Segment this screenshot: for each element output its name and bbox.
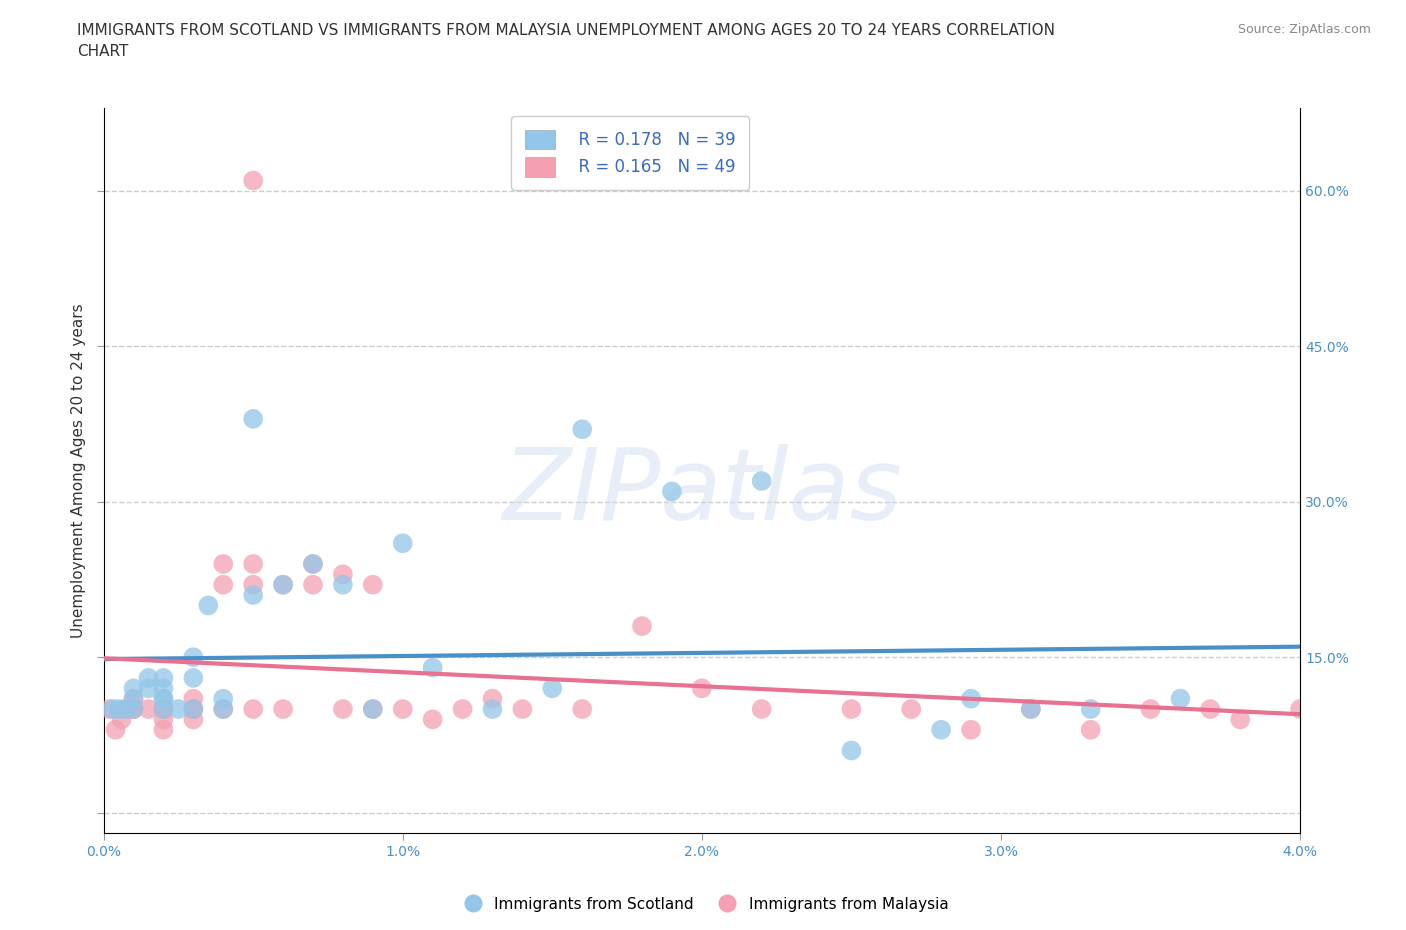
Point <box>900 701 922 716</box>
Text: Source: ZipAtlas.com: Source: ZipAtlas.com <box>1237 23 1371 36</box>
Point <box>167 701 190 716</box>
Point <box>122 701 145 716</box>
Point <box>117 701 139 716</box>
Point <box>101 701 124 716</box>
Point <box>1019 701 1042 716</box>
Point <box>242 588 264 603</box>
Point <box>332 578 354 592</box>
Point <box>571 422 593 437</box>
Point <box>1139 701 1161 716</box>
Point <box>122 701 145 716</box>
Point <box>152 723 174 737</box>
Point <box>302 556 325 571</box>
Point <box>183 671 205 685</box>
Y-axis label: Unemployment Among Ages 20 to 24 years: Unemployment Among Ages 20 to 24 years <box>72 303 86 638</box>
Point <box>152 691 174 706</box>
Point <box>481 701 503 716</box>
Point <box>138 681 160 696</box>
Point <box>242 411 264 426</box>
Point <box>242 578 264 592</box>
Point <box>183 712 205 727</box>
Point <box>661 484 683 498</box>
Point <box>422 660 444 675</box>
Point <box>1229 712 1251 727</box>
Point <box>122 681 145 696</box>
Point <box>302 578 325 592</box>
Point <box>110 712 132 727</box>
Text: IMMIGRANTS FROM SCOTLAND VS IMMIGRANTS FROM MALAYSIA UNEMPLOYMENT AMONG AGES 20 : IMMIGRANTS FROM SCOTLAND VS IMMIGRANTS F… <box>77 23 1056 60</box>
Point <box>183 701 205 716</box>
Point <box>122 691 145 706</box>
Point <box>183 701 205 716</box>
Point <box>183 691 205 706</box>
Point <box>107 701 129 716</box>
Point <box>197 598 219 613</box>
Point <box>1080 701 1102 716</box>
Point <box>332 701 354 716</box>
Point <box>152 701 174 716</box>
Point <box>1019 701 1042 716</box>
Point <box>152 701 174 716</box>
Point <box>212 578 235 592</box>
Point <box>960 691 983 706</box>
Point <box>631 618 654 633</box>
Point <box>152 691 174 706</box>
Point <box>152 712 174 727</box>
Point <box>361 701 384 716</box>
Point <box>451 701 474 716</box>
Point <box>271 578 294 592</box>
Point <box>242 173 264 188</box>
Point <box>138 671 160 685</box>
Point <box>571 701 593 716</box>
Point <box>152 681 174 696</box>
Point <box>302 556 325 571</box>
Point <box>212 556 235 571</box>
Point <box>212 701 235 716</box>
Point <box>1289 701 1312 716</box>
Point <box>114 701 136 716</box>
Point <box>361 578 384 592</box>
Point <box>690 681 713 696</box>
Point <box>391 536 413 551</box>
Point <box>152 701 174 716</box>
Legend: Immigrants from Scotland, Immigrants from Malaysia: Immigrants from Scotland, Immigrants fro… <box>451 891 955 918</box>
Point <box>104 723 127 737</box>
Point <box>391 701 413 716</box>
Point <box>1080 723 1102 737</box>
Point <box>751 701 773 716</box>
Point <box>183 701 205 716</box>
Point <box>841 701 863 716</box>
Point <box>751 473 773 488</box>
Point <box>422 712 444 727</box>
Point <box>1199 701 1222 716</box>
Point <box>212 701 235 716</box>
Point <box>152 671 174 685</box>
Point <box>929 723 952 737</box>
Point <box>960 723 983 737</box>
Point <box>212 691 235 706</box>
Point <box>98 701 121 716</box>
Point <box>122 691 145 706</box>
Point <box>481 691 503 706</box>
Point <box>271 701 294 716</box>
Text: ZIPatlas: ZIPatlas <box>502 444 901 541</box>
Point <box>271 578 294 592</box>
Point <box>332 567 354 582</box>
Point <box>512 701 534 716</box>
Point <box>138 701 160 716</box>
Point <box>1170 691 1192 706</box>
Point <box>361 701 384 716</box>
Point <box>242 556 264 571</box>
Point <box>183 650 205 665</box>
Legend:   R = 0.178   N = 39,   R = 0.165   N = 49: R = 0.178 N = 39, R = 0.165 N = 49 <box>512 116 749 190</box>
Point <box>122 701 145 716</box>
Point <box>541 681 564 696</box>
Point <box>242 701 264 716</box>
Point <box>841 743 863 758</box>
